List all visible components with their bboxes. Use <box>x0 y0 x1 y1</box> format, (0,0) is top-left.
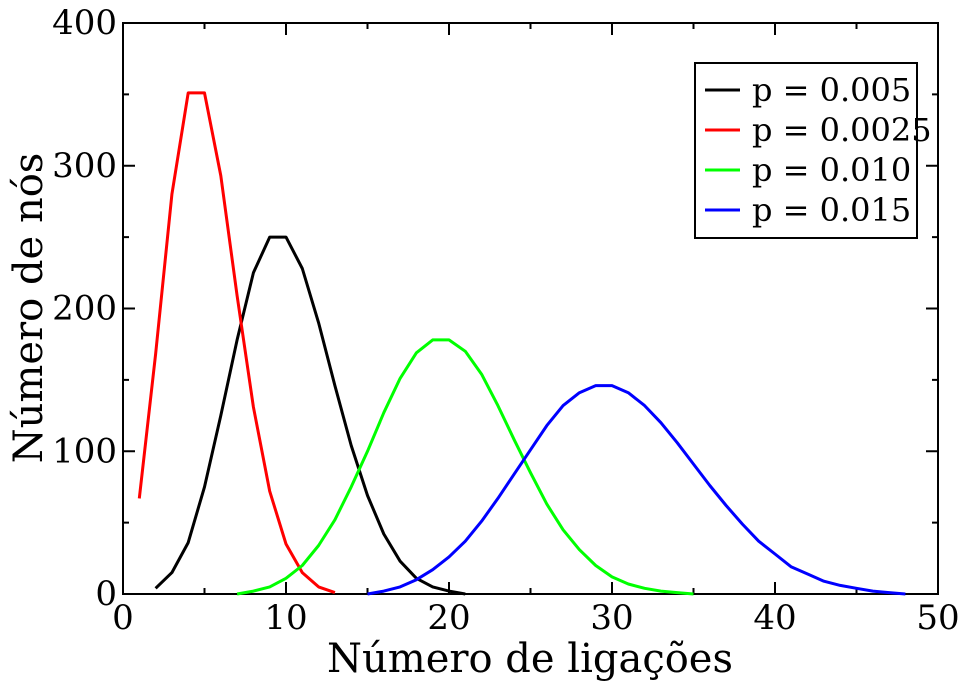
y-tick-label: 400 <box>52 3 117 43</box>
x-axis-label: Número de ligações <box>327 636 733 682</box>
series-line <box>154 235 466 596</box>
series-line <box>367 384 906 596</box>
x-tick-label: 10 <box>264 598 307 638</box>
axis-ticks <box>122 22 939 595</box>
y-tick-label: 200 <box>52 289 117 329</box>
legend-label: p = 0.015 <box>752 191 911 229</box>
x-tick-label: 30 <box>590 598 633 638</box>
y-tick-label: 300 <box>52 146 117 186</box>
axis-tick-labels: 0 10 20 30 40 50 0 100 200 300 400 <box>52 3 960 638</box>
series-lines <box>137 91 906 596</box>
x-tick-label: 20 <box>427 598 470 638</box>
legend-label: p = 0.010 <box>752 151 911 189</box>
y-tick-label: 0 <box>95 574 117 614</box>
x-tick-label: 50 <box>916 598 959 638</box>
series-line <box>236 338 694 596</box>
y-tick-label: 100 <box>52 431 117 471</box>
x-tick-label: 40 <box>753 598 796 638</box>
legend-label: p = 0.005 <box>752 71 911 109</box>
series-line <box>137 91 336 595</box>
legend-label: p = 0.0025 <box>752 111 932 149</box>
y-axis-label: Número de nós <box>6 153 52 464</box>
x-tick-label: 0 <box>112 598 134 638</box>
